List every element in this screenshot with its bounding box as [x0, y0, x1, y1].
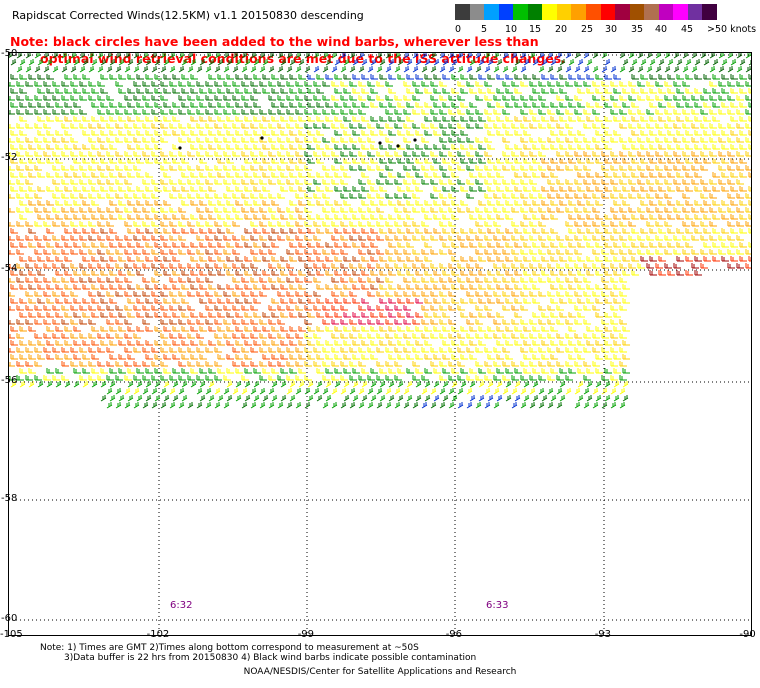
- contamination-note: Note: black circles have been added to t…: [10, 33, 570, 67]
- longitude-label: -90: [739, 629, 756, 640]
- credit-line: NOAA/NESDIS/Center for Satellite Applica…: [243, 667, 517, 677]
- latitude-label: -52: [1, 152, 18, 163]
- legend-swatch: [600, 4, 616, 20]
- legend-tick-label: 25: [581, 24, 594, 35]
- legend-swatch: [658, 4, 674, 20]
- latitude-label: -50: [1, 48, 18, 59]
- map-frame: [8, 52, 752, 636]
- time-label: 6:32: [170, 600, 193, 611]
- legend-swatch: [498, 4, 514, 20]
- legend-swatch: [513, 4, 529, 20]
- footnote-line-1: Note: 1) Times are GMT 2)Times along bot…: [40, 643, 419, 653]
- legend-tick-label: 20: [555, 24, 568, 35]
- legend-swatch: [644, 4, 660, 20]
- legend-swatch: [484, 4, 500, 20]
- note-line-2: optimal wind retrieval conditions are me…: [40, 51, 566, 66]
- note-line-1: Note: black circles have been added to t…: [10, 34, 539, 49]
- latitude-label: -58: [1, 493, 18, 504]
- legend-swatch: [527, 4, 543, 20]
- contamination-circle: [396, 144, 400, 148]
- footnote-line-2: 3)Data buffer is 22 hrs from 20150830 4)…: [64, 653, 477, 663]
- longitude-label: -102: [146, 629, 170, 640]
- legend-swatch: [687, 4, 703, 20]
- graticule: [8, 52, 752, 636]
- legend-tick-label: 15: [529, 24, 542, 35]
- legend-tick-label: >50 knots: [707, 24, 757, 35]
- legend-swatch: [586, 4, 602, 20]
- time-label: 6:33: [486, 600, 509, 611]
- longitude-label: -93: [594, 629, 612, 640]
- legend-tick-label: 40: [655, 24, 668, 35]
- longitude-label: -99: [297, 629, 315, 640]
- map-title: Rapidscat Corrected Winds(12.5KM) v1.1 2…: [12, 9, 364, 22]
- contamination-circle: [260, 136, 264, 140]
- legend-swatch: [571, 4, 587, 20]
- legend-swatch: [673, 4, 689, 20]
- contamination-circle: [378, 141, 382, 145]
- legend-tick-label: 30: [605, 24, 618, 35]
- legend-tick-label: 10: [505, 24, 518, 35]
- latitude-label: -54: [1, 263, 18, 274]
- legend-swatch: [469, 4, 485, 20]
- legend-tick-label: 35: [631, 24, 644, 35]
- legend-swatch: [615, 4, 631, 20]
- legend-swatch: [629, 4, 645, 20]
- contamination-circle: [178, 146, 182, 150]
- legend-tick-label: 0: [455, 24, 462, 35]
- wind-speed-legend: 0 5 10 15 20 25 30 35 40 45 >50 knots: [455, 4, 756, 35]
- wind-barb-map: [8, 52, 752, 636]
- legend-swatch: [542, 4, 558, 20]
- legend-swatch: [702, 4, 718, 20]
- legend-swatch: [556, 4, 572, 20]
- legend-tick-label: 5: [481, 24, 488, 35]
- longitude-label: -105: [0, 629, 23, 640]
- latitude-label: -60: [1, 613, 18, 624]
- contamination-circle: [413, 138, 417, 142]
- legend-tick-label: 45: [681, 24, 694, 35]
- wind-barbs: [8, 52, 752, 409]
- longitude-label: -96: [445, 629, 463, 640]
- latitude-label: -56: [1, 375, 18, 386]
- legend-swatch: [455, 4, 471, 20]
